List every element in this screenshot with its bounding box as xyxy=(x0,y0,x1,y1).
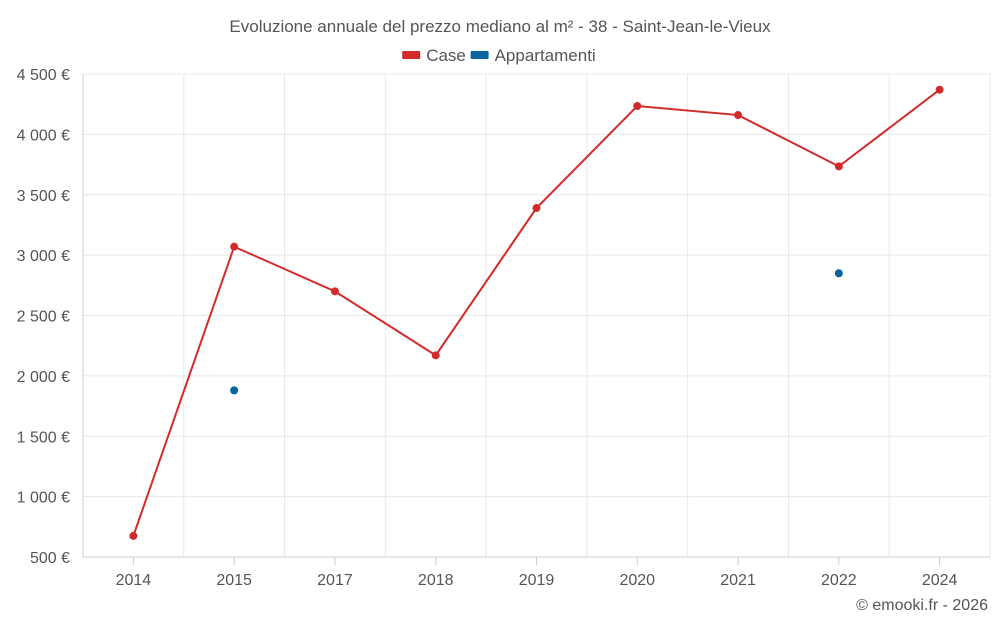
data-point xyxy=(431,351,440,360)
x-tick-label: 2020 xyxy=(619,572,655,589)
data-point xyxy=(935,85,944,94)
legend-item-appartamenti[interactable]: Appartamenti xyxy=(470,46,596,65)
data-point xyxy=(834,162,843,171)
series-layer xyxy=(129,85,944,540)
data-point xyxy=(834,269,843,278)
y-tick-label: 4 000 € xyxy=(17,127,70,144)
y-tick-label: 1 500 € xyxy=(17,429,70,446)
y-tick-label: 1 000 € xyxy=(17,490,70,507)
legend-label: Case xyxy=(426,46,466,65)
series-case xyxy=(129,85,944,540)
y-tick-label: 3 500 € xyxy=(17,188,70,205)
legend-label: Appartamenti xyxy=(495,46,596,65)
x-tick-label: 2014 xyxy=(116,572,152,589)
y-axis: 500 € 1 000 € 1 500 € 2 000 € 2 500 € 3 000 €… xyxy=(17,67,70,567)
data-point xyxy=(230,386,239,395)
y-tick-label: 3 000 € xyxy=(17,248,70,265)
legend-swatch xyxy=(470,51,489,59)
y-tick-label: 500 € xyxy=(30,550,70,567)
data-point xyxy=(532,204,541,213)
x-tick-label: 2015 xyxy=(216,572,252,589)
x-axis: 2014 2015 2017 2018 2019 2020 2021 2022 2024 xyxy=(83,556,990,589)
series-appartamenti xyxy=(230,269,843,395)
legend-item-case[interactable]: Case xyxy=(402,46,466,65)
chart-title: Evoluzione annuale del prezzo mediano al… xyxy=(229,17,771,36)
x-tick-label: 2018 xyxy=(418,572,454,589)
series-line xyxy=(132,88,941,537)
data-point xyxy=(633,101,642,110)
legend-swatch xyxy=(402,51,421,59)
grid xyxy=(82,73,991,557)
legend[interactable]: Case Appartamenti xyxy=(402,46,596,65)
credit-text: © emooki.fr - 2026 xyxy=(856,597,988,614)
y-tick-label: 2 500 € xyxy=(17,309,70,326)
x-tick-label: 2017 xyxy=(317,572,353,589)
x-tick-label: 2019 xyxy=(519,572,555,589)
x-tick-label: 2022 xyxy=(821,572,857,589)
x-tick-label: 2021 xyxy=(720,572,756,589)
y-tick-label: 4 500 € xyxy=(17,67,70,84)
data-point xyxy=(230,242,239,251)
data-point xyxy=(734,111,743,120)
data-point xyxy=(330,287,339,296)
data-point xyxy=(129,531,138,540)
y-tick-label: 2 000 € xyxy=(17,369,70,386)
x-tick-label: 2024 xyxy=(922,572,958,589)
